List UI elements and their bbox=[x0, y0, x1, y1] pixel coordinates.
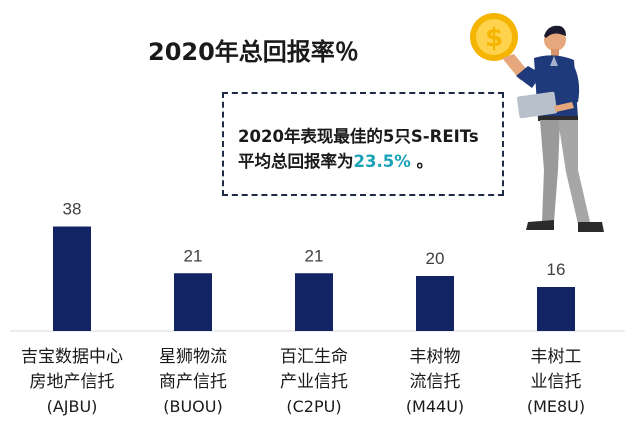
category-label-0-line-0: 吉宝数据中心 bbox=[21, 347, 123, 367]
callout-prefix: 平均总回报率为 bbox=[238, 152, 354, 171]
category-label-2-line-1: 产业信托 bbox=[280, 372, 348, 392]
category-label-1-line-1: 商产信托 bbox=[159, 372, 227, 392]
person-with-coin-and-laptop-icon: $ bbox=[470, 13, 604, 232]
bar-1 bbox=[174, 273, 212, 331]
category-label-2-line-2: (C2PU) bbox=[286, 397, 341, 416]
category-label-3-line-1: 流信托 bbox=[410, 372, 461, 392]
callout-line-1: 2020年表现最佳的5只S-REITs bbox=[238, 127, 479, 146]
category-label-1-line-0: 星狮物流 bbox=[159, 347, 227, 367]
bar-2 bbox=[295, 273, 333, 331]
callout-average-value: 23.5% bbox=[353, 152, 411, 171]
value-label-1: 21 bbox=[184, 246, 203, 265]
chart-title: 2020年总回报率％ bbox=[148, 38, 359, 66]
bars-group bbox=[53, 226, 575, 331]
bar-0 bbox=[53, 226, 91, 331]
value-labels-group: 38 21 21 20 16 bbox=[63, 200, 566, 280]
callout-suffix: 。 bbox=[410, 152, 433, 171]
summary-callout: 2020年表现最佳的5只S-REITs 平均总回报率为23.5% 。 bbox=[222, 92, 504, 196]
coin-symbol: $ bbox=[485, 23, 503, 53]
bar-4 bbox=[537, 287, 575, 331]
category-label-4-line-2: (ME8U) bbox=[527, 397, 585, 416]
value-label-2: 21 bbox=[305, 246, 324, 265]
category-label-3-line-0: 丰树物 bbox=[410, 347, 461, 367]
category-label-4-line-0: 丰树工 bbox=[531, 347, 582, 367]
value-label-3: 20 bbox=[426, 249, 445, 268]
category-label-0-line-1: 房地产信托 bbox=[30, 372, 115, 392]
category-label-1-line-2: (BUOU) bbox=[163, 397, 222, 416]
category-label-3-line-2: (M44U) bbox=[406, 397, 464, 416]
category-label-4-line-1: 业信托 bbox=[531, 372, 582, 392]
callout-line-2: 平均总回报率为23.5% 。 bbox=[238, 148, 433, 172]
value-label-0: 38 bbox=[63, 200, 82, 219]
category-label-0-line-2: (AJBU) bbox=[47, 397, 98, 416]
category-label-2-line-0: 百汇生命 bbox=[280, 347, 348, 367]
laptop-icon bbox=[516, 91, 558, 119]
value-label-4: 16 bbox=[547, 260, 566, 279]
bar-3 bbox=[416, 276, 454, 331]
